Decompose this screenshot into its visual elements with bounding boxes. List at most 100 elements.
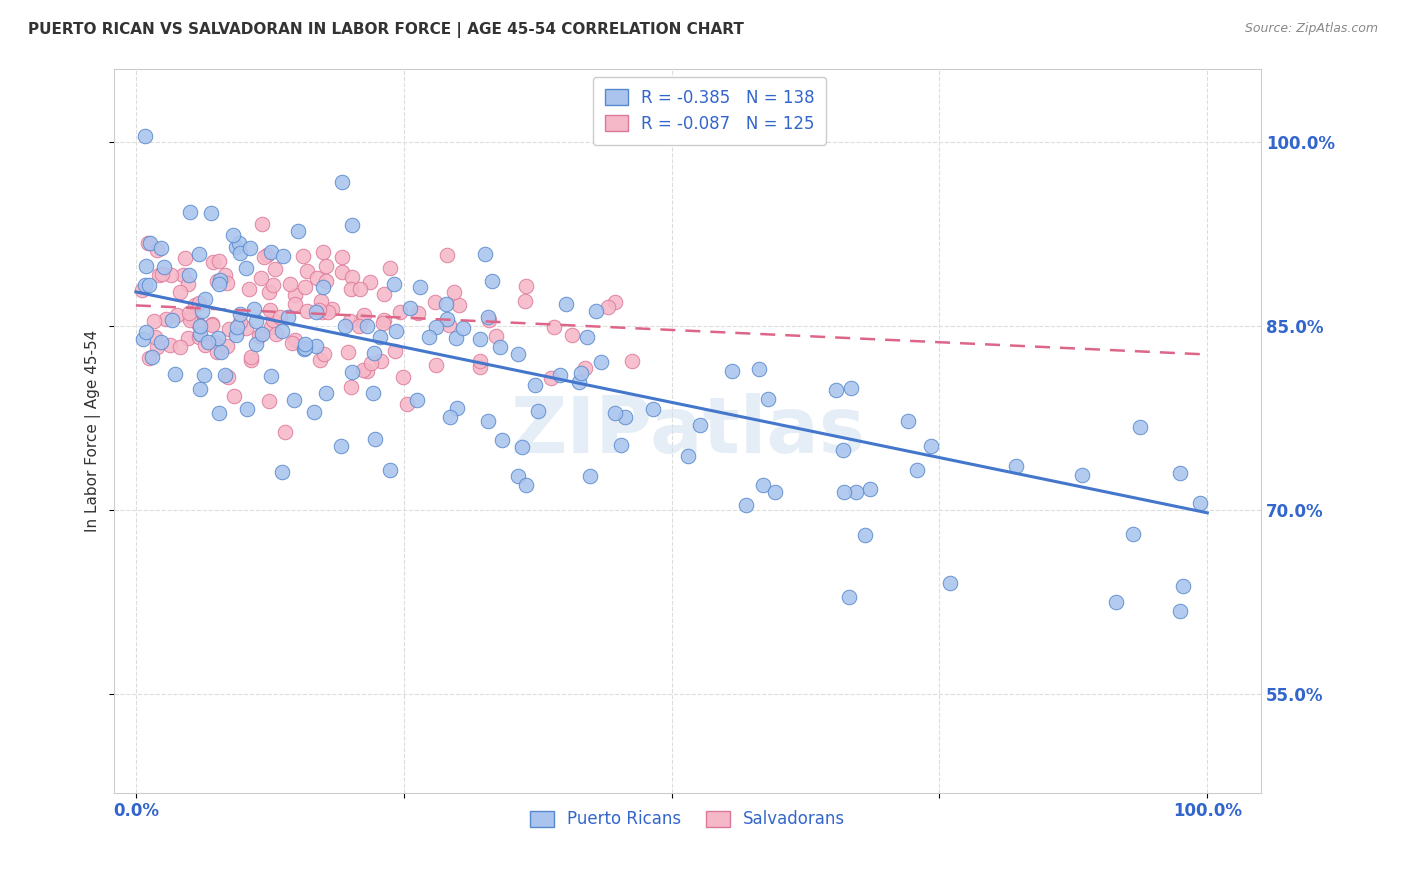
Point	[548, 368, 571, 383]
Point	[527, 404, 550, 418]
Point	[596, 300, 619, 314]
Point	[439, 410, 461, 425]
Point	[316, 305, 339, 319]
Point	[153, 260, 176, 274]
Point	[187, 318, 209, 332]
Point	[242, 302, 264, 317]
Point	[897, 414, 920, 428]
Point	[373, 312, 395, 326]
Point	[283, 392, 305, 407]
Point	[201, 318, 224, 333]
Point	[235, 321, 257, 335]
Point	[239, 240, 262, 254]
Point	[155, 312, 177, 326]
Point	[477, 414, 499, 428]
Point	[287, 224, 309, 238]
Point	[194, 337, 217, 351]
Point	[425, 358, 447, 372]
Point	[378, 463, 401, 477]
Point	[202, 255, 225, 269]
Point	[249, 328, 271, 343]
Point	[276, 310, 298, 325]
Point	[603, 406, 626, 420]
Point	[676, 449, 699, 463]
Point	[176, 331, 198, 345]
Point	[209, 344, 232, 359]
Point	[1128, 420, 1150, 434]
Point	[340, 380, 363, 394]
Point	[356, 318, 378, 333]
Point	[169, 340, 191, 354]
Point	[515, 278, 537, 293]
Point	[269, 310, 291, 325]
Point	[939, 576, 962, 591]
Point	[515, 478, 537, 492]
Point	[643, 402, 665, 417]
Point	[373, 317, 395, 331]
Point	[295, 264, 318, 278]
Point	[574, 360, 596, 375]
Point	[202, 335, 225, 350]
Point	[295, 304, 318, 318]
Point	[169, 285, 191, 299]
Point	[396, 397, 419, 411]
Point	[291, 249, 314, 263]
Point	[478, 313, 501, 327]
Point	[207, 331, 229, 345]
Point	[179, 310, 201, 324]
Point	[294, 342, 316, 356]
Point	[134, 128, 156, 143]
Point	[513, 293, 536, 308]
Point	[136, 236, 159, 251]
Point	[205, 274, 228, 288]
Legend: Puerto Ricans, Salvadorans: Puerto Ricans, Salvadorans	[524, 804, 852, 835]
Point	[159, 338, 181, 352]
Point	[309, 352, 332, 367]
Point	[315, 385, 337, 400]
Point	[446, 331, 468, 345]
Point	[281, 336, 304, 351]
Point	[363, 345, 385, 359]
Point	[1122, 526, 1144, 541]
Point	[274, 425, 297, 439]
Point	[405, 393, 427, 408]
Point	[824, 384, 846, 398]
Point	[339, 314, 361, 328]
Point	[259, 302, 281, 317]
Point	[735, 498, 758, 512]
Point	[207, 344, 229, 359]
Point	[621, 354, 644, 368]
Point	[356, 364, 378, 378]
Point	[179, 204, 201, 219]
Point	[235, 260, 257, 275]
Point	[149, 335, 172, 350]
Point	[225, 240, 247, 254]
Point	[245, 337, 267, 351]
Point	[218, 321, 240, 335]
Point	[179, 306, 201, 320]
Point	[239, 350, 262, 364]
Point	[314, 347, 336, 361]
Point	[571, 366, 593, 380]
Point	[340, 270, 363, 285]
Point	[294, 280, 316, 294]
Point	[508, 347, 530, 361]
Point	[146, 243, 169, 257]
Point	[141, 351, 163, 365]
Point	[179, 268, 201, 282]
Point	[839, 380, 862, 394]
Y-axis label: In Labor Force | Age 45-54: In Labor Force | Age 45-54	[86, 329, 101, 532]
Point	[305, 304, 328, 318]
Point	[305, 339, 328, 353]
Point	[1005, 458, 1028, 473]
Point	[172, 268, 194, 282]
Point	[763, 485, 786, 500]
Point	[308, 302, 330, 317]
Point	[229, 307, 252, 321]
Point	[150, 267, 173, 281]
Point	[340, 365, 363, 379]
Point	[368, 329, 391, 343]
Point	[166, 309, 188, 323]
Point	[174, 251, 197, 265]
Point	[250, 271, 273, 285]
